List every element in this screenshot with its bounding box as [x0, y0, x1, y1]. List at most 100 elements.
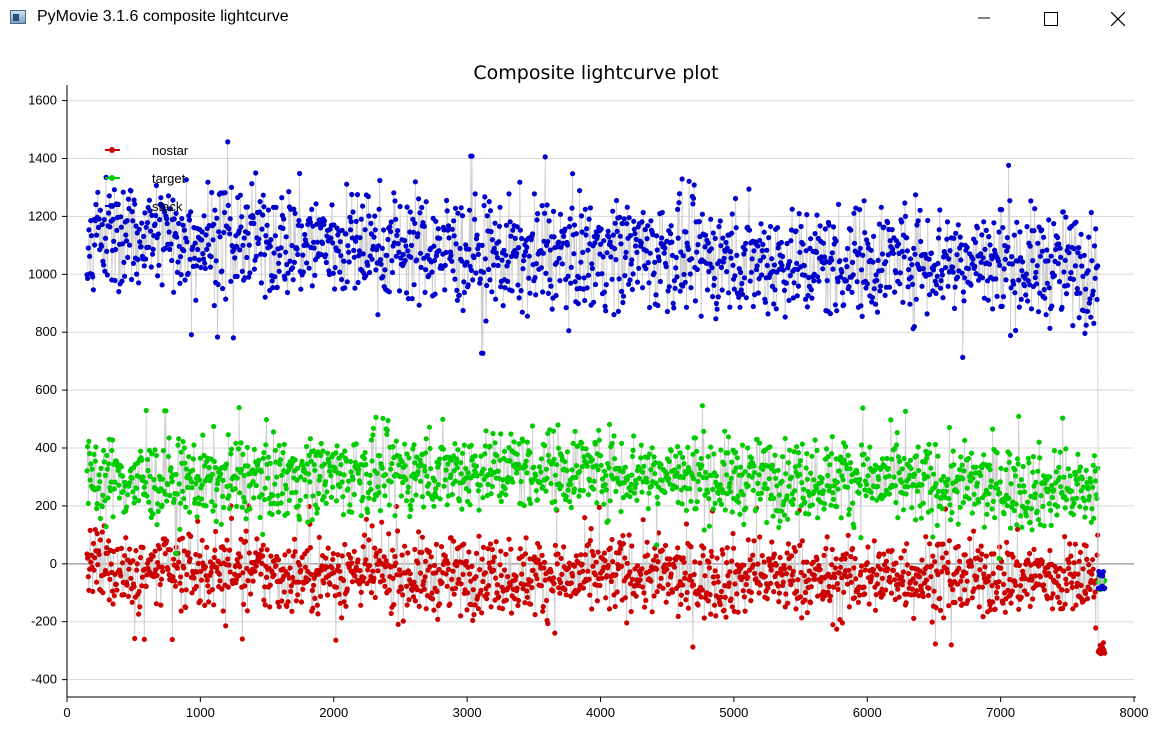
data-point-stack: [545, 290, 552, 296]
maximize-button[interactable]: [1027, 0, 1073, 37]
legend-label-stack: stack: [152, 199, 183, 214]
data-point-target: [283, 486, 289, 492]
data-point-nostar: [1090, 557, 1096, 563]
data-point-stack: [592, 281, 599, 288]
data-point-target: [639, 489, 645, 495]
data-point-target: [803, 465, 809, 471]
data-point-stack: [870, 259, 876, 265]
data-point-nostar: [639, 566, 645, 572]
data-point-nostar: [1009, 588, 1016, 594]
data-point-target: [745, 483, 751, 489]
data-point-nostar: [741, 562, 747, 568]
data-point-stack: [927, 271, 933, 277]
data-point-target: [987, 467, 993, 473]
data-point-nostar: [580, 585, 587, 591]
data-point-target: [309, 517, 315, 523]
data-point-stack: [283, 234, 289, 240]
data-point-stack: [252, 257, 258, 263]
data-point-target: [563, 493, 569, 499]
data-point-target: [480, 495, 486, 501]
data-point-target: [894, 430, 900, 436]
data-point-target: [199, 496, 205, 502]
data-point-target: [784, 493, 790, 499]
data-point-stack: [503, 222, 509, 228]
data-point-target: [265, 475, 271, 481]
data-point-nostar: [228, 515, 235, 521]
data-point-nostar: [541, 565, 547, 571]
data-point-target: [467, 502, 473, 508]
data-point-stack: [926, 256, 932, 262]
data-point-target: [518, 478, 524, 485]
data-point-target: [154, 522, 160, 528]
data-point-target: [775, 467, 781, 473]
data-point-stack: [694, 249, 700, 255]
data-point-stack: [529, 231, 536, 237]
data-point-target: [986, 491, 992, 497]
data-point-stack: [169, 257, 175, 264]
data-point-stack: [269, 278, 275, 284]
data-point-nostar: [923, 577, 930, 583]
data-point-nostar: [932, 641, 939, 647]
data-point-target: [680, 454, 686, 461]
data-point-stack: [167, 246, 173, 252]
data-point-stack: [843, 257, 849, 263]
data-point-stack: [638, 240, 644, 246]
data-point-stack: [897, 270, 904, 276]
data-point-target: [928, 507, 935, 513]
data-point-target: [207, 475, 214, 482]
data-point-stack: [991, 220, 997, 226]
data-point-nostar: [473, 574, 479, 580]
data-point-stack: [1034, 263, 1040, 269]
data-point-nostar: [388, 610, 394, 617]
close-button[interactable]: [1094, 0, 1140, 37]
data-point-nostar: [211, 602, 217, 608]
data-point-stack: [958, 257, 964, 263]
data-point-target: [237, 490, 243, 496]
data-point-nostar: [1016, 562, 1023, 569]
data-point-target: [426, 424, 432, 430]
data-point-nostar: [994, 595, 1000, 601]
data-point-nostar: [208, 569, 214, 575]
data-point-target: [542, 442, 548, 449]
data-point-target: [92, 458, 98, 464]
data-point-nostar: [260, 542, 266, 548]
data-point-nostar: [729, 558, 735, 564]
data-point-nostar: [883, 587, 889, 593]
data-point-stack: [696, 219, 702, 225]
data-point-target: [453, 460, 459, 466]
data-point-target: [694, 499, 700, 505]
data-point-nostar: [764, 596, 770, 602]
data-point-nostar: [585, 568, 591, 574]
data-point-stack: [835, 279, 841, 285]
data-point-stack: [521, 258, 527, 264]
data-point-nostar: [669, 589, 676, 595]
minimize-button[interactable]: [961, 0, 1007, 37]
data-point-nostar: [174, 565, 180, 571]
data-point-nostar: [523, 535, 529, 541]
data-point-target: [353, 460, 359, 466]
data-point-target: [406, 455, 412, 461]
data-point-stack: [577, 188, 583, 194]
data-point-stack: [640, 285, 646, 291]
data-point-nostar: [855, 599, 862, 606]
data-point-stack: [257, 199, 263, 205]
data-point-nostar: [735, 609, 741, 615]
data-point-stack: [879, 251, 886, 257]
data-point-nostar: [790, 578, 796, 584]
data-point-nostar: [589, 606, 595, 612]
data-point-nostar: [745, 537, 751, 543]
data-point-nostar: [925, 592, 932, 599]
data-point-stack: [878, 283, 884, 289]
data-point-nostar: [995, 584, 1001, 590]
data-point-target: [727, 489, 734, 495]
data-point-stack: [562, 226, 568, 232]
data-point-target: [369, 458, 375, 464]
data-point-nostar: [627, 569, 633, 575]
data-point-stack: [1083, 322, 1089, 328]
data-point-target: [413, 492, 419, 498]
data-point-nostar: [262, 602, 268, 608]
data-point-target: [698, 455, 704, 462]
data-point-target: [279, 472, 285, 478]
data-point-nostar: [242, 538, 249, 544]
data-point-stack: [564, 242, 571, 248]
